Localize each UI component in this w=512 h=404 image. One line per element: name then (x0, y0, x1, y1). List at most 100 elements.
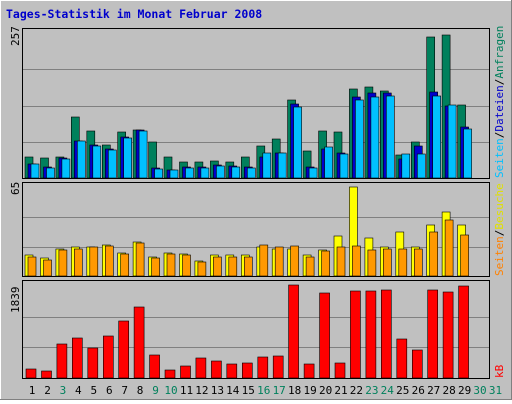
x-tick-day-20: 20 (319, 384, 332, 397)
legend-kb-part-0: kB (493, 364, 506, 378)
bar-kb-day-3 (56, 343, 68, 379)
bar-kb-day-8 (133, 306, 145, 379)
bar-seiten-day-20 (324, 146, 333, 179)
bar-seiten-day-5 (89, 246, 99, 277)
bar-kb-day-18 (288, 284, 299, 379)
bar-seiten-day-17 (277, 152, 287, 179)
x-tick-day-24: 24 (381, 384, 395, 397)
bar-seiten-day-1 (30, 163, 40, 179)
bar-seiten-day-19 (305, 256, 315, 277)
bar-seiten-day-9 (151, 257, 160, 277)
x-tick-day-31: 31 (489, 384, 502, 397)
bars-layer (24, 34, 472, 379)
x-tick-day-17: 17 (273, 384, 286, 397)
bar-kb-day-5 (87, 347, 99, 379)
bar-seiten-day-16 (262, 152, 272, 179)
bar-kb-day-23 (365, 290, 377, 379)
bar-kb-day-19 (303, 363, 315, 379)
x-tick-day-2: 2 (44, 384, 51, 397)
bar-seiten-day-13 (216, 165, 225, 179)
bar-seiten-day-28 (444, 219, 454, 277)
x-tick-day-30: 30 (473, 384, 486, 397)
bar-seiten-day-5 (92, 145, 102, 179)
bar-seiten-day-9 (154, 168, 163, 179)
panel-kb-ymax-label: 1839 (9, 287, 22, 314)
bar-kb-day-29 (458, 285, 469, 379)
bar-kb-day-2 (41, 370, 52, 379)
x-tick-day-26: 26 (412, 384, 425, 397)
bar-seiten-day-17 (274, 246, 284, 277)
bar-kb-day-27 (427, 289, 439, 379)
bar-seiten-day-2 (43, 259, 52, 277)
bar-seiten-day-14 (231, 166, 241, 179)
x-tick-day-4: 4 (75, 384, 82, 397)
x-tick-day-13: 13 (211, 384, 224, 397)
bar-seiten-day-23 (367, 249, 377, 277)
bar-seiten-day-26 (416, 153, 426, 179)
x-tick-day-25: 25 (396, 384, 409, 397)
bar-kb-day-21 (334, 362, 346, 379)
chart-title: Tages-Statistik im Monat Februar 2008 (6, 7, 262, 21)
panel-hits-ymax-label: 257 (9, 26, 22, 46)
bar-kb-day-25 (396, 338, 408, 379)
legend-visits-part-1: / (493, 230, 506, 237)
bar-kb-day-10 (164, 369, 176, 379)
bar-kb-day-16 (257, 356, 269, 379)
bar-seiten-day-12 (197, 261, 207, 277)
bar-kb-day-17 (272, 355, 284, 379)
x-tick-day-11: 11 (180, 384, 193, 397)
legend-visits-part-0: Seiten (493, 236, 506, 276)
x-tick-day-18: 18 (288, 384, 301, 397)
legend-hits-part-1: / (493, 132, 506, 139)
bar-seiten-day-23 (370, 96, 380, 179)
x-tick-day-5: 5 (90, 384, 97, 397)
bar-seiten-day-2 (46, 167, 55, 179)
bar-seiten-day-18 (293, 106, 302, 179)
bar-seiten-day-3 (58, 249, 68, 277)
bar-seiten-day-14 (228, 256, 238, 277)
bar-seiten-day-15 (247, 167, 256, 179)
bar-kb-day-9 (149, 354, 160, 379)
x-tick-day-6: 6 (106, 384, 113, 397)
x-tick-day-10: 10 (164, 384, 177, 397)
bar-seiten-day-28 (447, 104, 457, 179)
x-tick-day-12: 12 (195, 384, 208, 397)
legend-hits: Seiten/Dateien/Anfragen (493, 26, 506, 178)
bar-seiten-day-4 (77, 140, 86, 179)
x-tick-day-14: 14 (226, 384, 240, 397)
bar-seiten-day-8 (138, 130, 148, 179)
bar-seiten-day-4 (74, 248, 83, 277)
x-axis-day-labels: 1 2 3 4 5 6 7 8 9 10 11 12 13 14 15 16 17 18 19 20 21 22 23 24 2… (29, 384, 502, 397)
panel-kb-frame (22, 280, 490, 379)
bar-kb-day-14 (226, 363, 238, 379)
bar-seiten-day-6 (108, 149, 117, 179)
legend-hits-part-2: Dateien (493, 85, 506, 131)
bar-kb-day-15 (242, 362, 253, 379)
legend-hits-part-3: / (493, 79, 506, 86)
x-tick-day-28: 28 (442, 384, 455, 397)
bar-kb-day-12 (195, 357, 207, 379)
bar-kb-day-7 (118, 320, 129, 379)
grid-layer (23, 69, 489, 348)
x-tick-day-19: 19 (303, 384, 316, 397)
x-tick-day-29: 29 (458, 384, 471, 397)
bar-kb-day-28 (442, 291, 454, 379)
bar-seiten-day-20 (321, 250, 330, 277)
bar-seiten-day-3 (61, 158, 71, 179)
x-tick-day-1: 1 (29, 384, 36, 397)
bar-seiten-day-19 (308, 167, 318, 179)
bar-kb-day-1 (25, 368, 37, 379)
legend-kb: kB (493, 364, 506, 378)
x-tick-day-3: 3 (60, 384, 67, 397)
bar-seiten-day-7 (123, 137, 132, 179)
bar-seiten-day-10 (169, 169, 179, 179)
x-tick-day-22: 22 (350, 384, 363, 397)
bar-kb-day-22 (350, 290, 361, 379)
bar-seiten-day-21 (336, 246, 346, 277)
bar-kb-day-26 (411, 349, 423, 379)
legend-hits-part-0: Seiten (493, 138, 506, 178)
x-tick-day-27: 27 (427, 384, 440, 397)
bar-seiten-day-12 (200, 167, 210, 179)
bar-kb-day-20 (319, 292, 330, 379)
